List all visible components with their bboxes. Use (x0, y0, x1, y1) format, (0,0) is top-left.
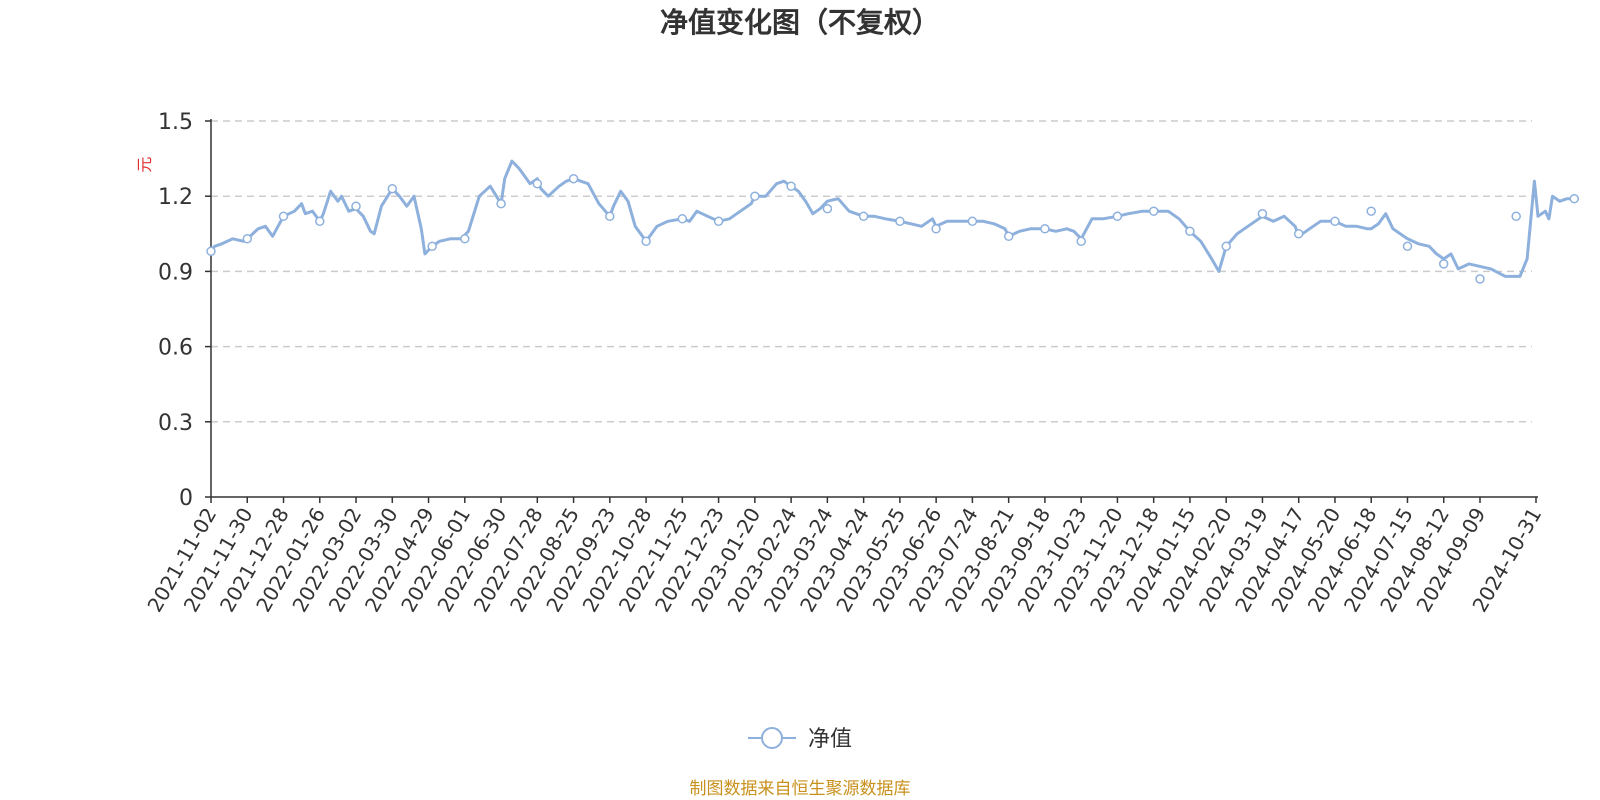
grid-lines (211, 120, 1532, 423)
series-line (209, 159, 1575, 278)
data-point (427, 241, 437, 252)
data-point (967, 216, 978, 227)
legend[interactable]: 净值 (748, 727, 852, 752)
legend-label: 净值 (808, 727, 852, 752)
data-point (532, 178, 543, 189)
data-point (931, 224, 941, 234)
data-point (315, 216, 325, 227)
data-point (1330, 216, 1340, 227)
data-point (750, 191, 760, 201)
y-axis: 0 0.3 0.6 0.9 1.2 1.5 (158, 110, 212, 511)
y-tick-label: 0.3 (158, 411, 193, 436)
y-tick-label: 1.5 (158, 110, 193, 135)
y-tick-label: 0.9 (158, 260, 193, 285)
data-point (677, 214, 688, 224)
data-point (1221, 241, 1231, 252)
data-point (1569, 193, 1580, 204)
data-point (1366, 206, 1376, 216)
data-point (713, 216, 724, 227)
data-point (568, 173, 579, 184)
data-point (1438, 259, 1449, 269)
data-point (1293, 229, 1304, 239)
data-point (1257, 208, 1268, 219)
chart-title: 净值变化图（不复权） (660, 6, 940, 39)
data-point (351, 201, 361, 211)
data-point (895, 216, 905, 227)
data-point (496, 198, 506, 209)
legend-circle-icon (761, 727, 783, 749)
data-point (822, 203, 833, 214)
data-point (1511, 211, 1521, 222)
y-tick-label: 0 (179, 486, 193, 511)
data-point (1402, 241, 1413, 252)
data-point (206, 246, 216, 257)
data-point (1112, 211, 1123, 222)
data-point (1076, 236, 1086, 247)
source-note: 制图数据来自恒生聚源数据库 (690, 779, 911, 799)
y-tick-label: 1.2 (158, 185, 193, 210)
y-tick-label: 0.6 (158, 336, 193, 361)
data-point (605, 211, 615, 222)
data-point (858, 211, 869, 222)
y-axis-label: 元 (135, 157, 154, 173)
data-point (1148, 206, 1159, 216)
data-point (460, 234, 470, 244)
data-point (786, 181, 796, 191)
data-point (1185, 226, 1195, 237)
data-point (387, 183, 398, 194)
data-point (242, 234, 253, 244)
data-point (641, 236, 651, 247)
data-point (1040, 224, 1050, 234)
data-point (1003, 231, 1014, 242)
series-layer (206, 159, 1580, 284)
data-point (278, 211, 289, 222)
x-axis: 2021-11-022021-11-302021-12-282022-01-26… (142, 496, 1546, 616)
data-point (1475, 274, 1485, 284)
